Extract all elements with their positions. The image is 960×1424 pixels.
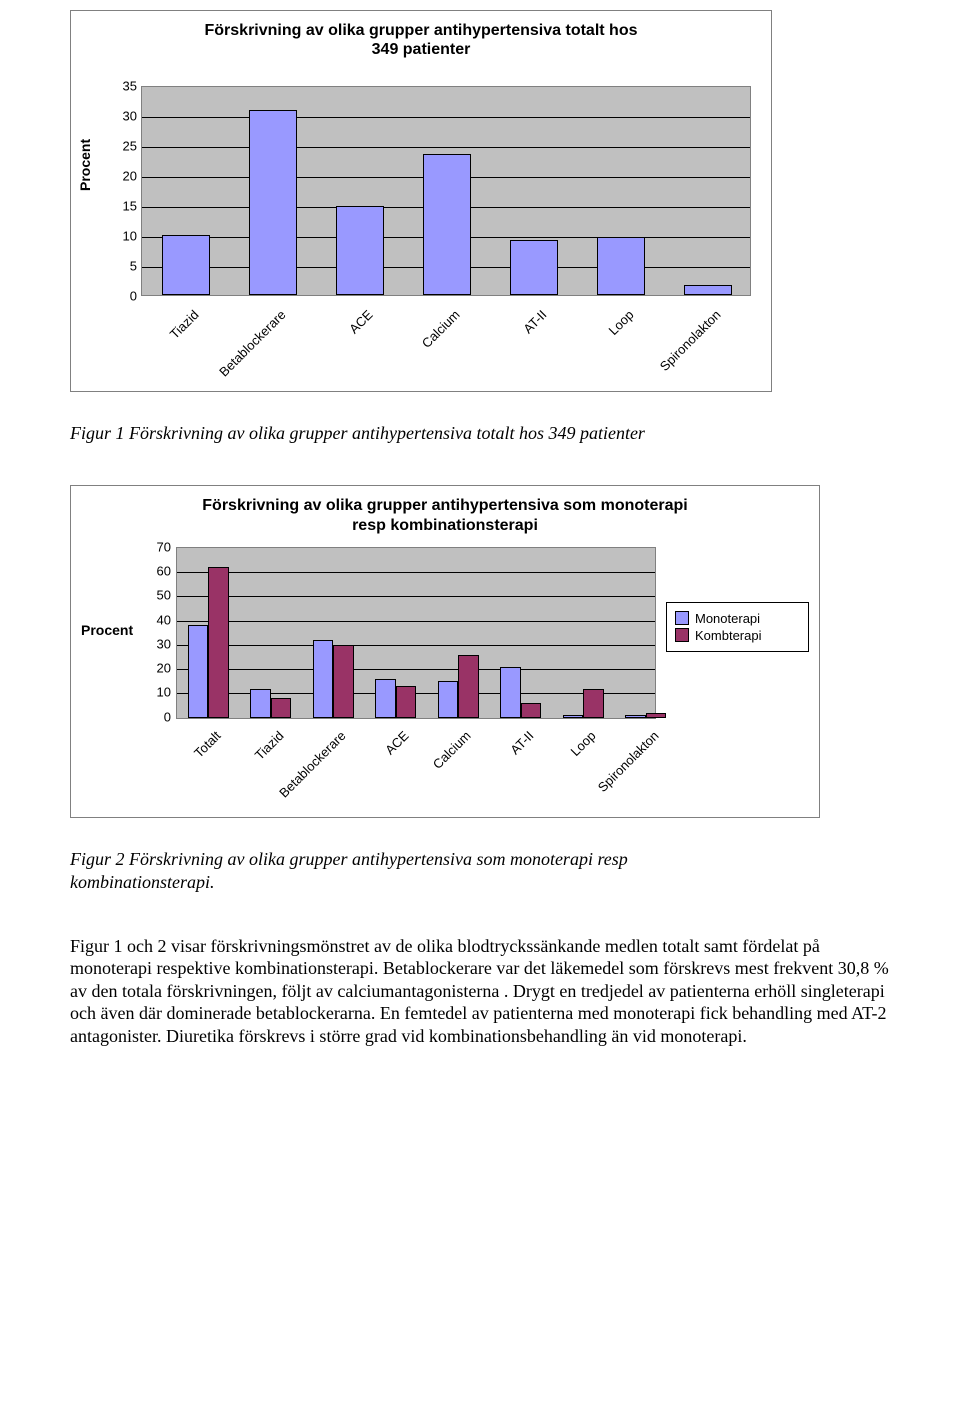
- chart1-ytick-35: 35: [113, 79, 137, 94]
- chart2-ytick-70: 70: [149, 539, 171, 554]
- chart1-xlabel-ace: ACE: [280, 307, 375, 402]
- chart2-bar-betablockerare-monoterapi: [313, 640, 333, 718]
- chart1-ytick-0: 0: [113, 289, 137, 304]
- chart1-title-line2: 349 patienter: [372, 41, 471, 58]
- legend-swatch-0: [675, 611, 689, 625]
- chart2-bar-calcium-kombterapi: [458, 655, 478, 718]
- chart1-plot: [141, 86, 751, 296]
- chart1-bar-loop: [597, 237, 645, 295]
- chart2-bar-betablockerare-kombterapi: [333, 645, 353, 718]
- chart1-bar-tiazid: [162, 235, 210, 295]
- chart2-bar-totalt-kombterapi: [208, 567, 228, 718]
- chart1-bar-ace: [336, 206, 384, 295]
- chart2-title-line1: Förskrivning av olika grupper antihypert…: [202, 497, 687, 514]
- chart2-ytick-20: 20: [149, 661, 171, 676]
- chart2-bar-ace-kombterapi: [396, 686, 416, 718]
- chart1-xlabel-spironolakton: Spironolakton: [629, 307, 724, 402]
- chart2-ytick-0: 0: [149, 709, 171, 724]
- chart2-bar-spironolakton-monoterapi: [625, 715, 645, 717]
- chart2-ytick-60: 60: [149, 564, 171, 579]
- chart2-bar-tiazid-kombterapi: [271, 698, 291, 717]
- chart2-legend-item-0: Monoterapi: [675, 611, 800, 626]
- chart1-plot-wrap: 05101520253035: [141, 86, 751, 296]
- chart1-xlabel-calcium: Calcium: [367, 307, 462, 402]
- chart2-bar-at-ii-kombterapi: [521, 703, 541, 718]
- chart2-bar-loop-monoterapi: [563, 715, 583, 717]
- chart1-xlabels: TiazidBetablockerareACECalciumAT-IILoopS…: [141, 301, 751, 381]
- chart2-legend: Monoterapi Kombterapi: [666, 602, 809, 652]
- caption2-line1: Figur 2 Förskrivning av olika grupper an…: [70, 849, 628, 869]
- chart2-title: Förskrivning av olika grupper antihypert…: [81, 496, 809, 546]
- caption2: Figur 2 Förskrivning av olika grupper an…: [70, 848, 910, 895]
- chart2-bar-ace-monoterapi: [375, 679, 395, 718]
- legend-swatch-1: [675, 628, 689, 642]
- chart2-legend-item-1: Kombterapi: [675, 628, 800, 643]
- chart1-xlabel-loop: Loop: [541, 307, 636, 402]
- chart2-bar-calcium-monoterapi: [438, 681, 458, 717]
- chart2-ytick-30: 30: [149, 636, 171, 651]
- chart1-ylabel: Procent: [77, 139, 93, 191]
- chart2-ylabel: Procent: [81, 547, 151, 638]
- chart2-bar-totalt-monoterapi: [188, 625, 208, 717]
- chart1-title-line1: Förskrivning av olika grupper antihypert…: [205, 22, 638, 39]
- chart2-plot: [176, 547, 656, 719]
- chart1-ytick-15: 15: [113, 199, 137, 214]
- chart1-bar-calcium: [423, 154, 471, 295]
- chart2-xlabels: TotaltTiazidBetablockerareACECalciumAT-I…: [176, 722, 656, 807]
- chart2-frame: Förskrivning av olika grupper antihypert…: [70, 485, 820, 817]
- chart1-xlabel-tiazid: Tiazid: [106, 307, 201, 402]
- chart1-ytick-30: 30: [113, 109, 137, 124]
- legend-label-1: Kombterapi: [695, 628, 761, 643]
- caption2-line2: kombinationsterapi.: [70, 872, 215, 892]
- legend-label-0: Monoterapi: [695, 611, 760, 626]
- chart2-ytick-40: 40: [149, 612, 171, 627]
- chart1-xlabel-betablockerare: Betablockerare: [193, 307, 288, 402]
- chart2-ytick-10: 10: [149, 685, 171, 700]
- chart1-ytick-10: 10: [113, 229, 137, 244]
- chart2-bar-spironolakton-kombterapi: [646, 713, 666, 718]
- chart1-ytick-5: 5: [113, 259, 137, 274]
- chart2-bar-loop-kombterapi: [583, 689, 603, 718]
- chart2-bar-at-ii-monoterapi: [500, 667, 520, 718]
- chart1-bar-betablockerare: [249, 110, 297, 295]
- chart1-bar-at-ii: [510, 240, 558, 295]
- chart2-plot-col: 010203040506070 TotaltTiazidBetablockera…: [151, 547, 666, 807]
- chart1-bar-spironolakton: [684, 285, 732, 295]
- chart2-ytick-50: 50: [149, 588, 171, 603]
- body-paragraph: Figur 1 och 2 visar förskrivningsmönstre…: [70, 935, 890, 1048]
- chart1-ytick-25: 25: [113, 139, 137, 154]
- chart1-ytick-20: 20: [113, 169, 137, 184]
- chart1-xlabel-at-ii: AT-II: [454, 307, 549, 402]
- chart2-bar-tiazid-monoterapi: [250, 689, 270, 718]
- caption1: Figur 1 Förskrivning av olika grupper an…: [70, 422, 910, 445]
- chart2-title-line2: resp kombinationsterapi: [352, 517, 538, 534]
- chart1-frame: Förskrivning av olika grupper antihypert…: [70, 10, 772, 392]
- chart1-title: Förskrivning av olika grupper antihypert…: [71, 21, 771, 59]
